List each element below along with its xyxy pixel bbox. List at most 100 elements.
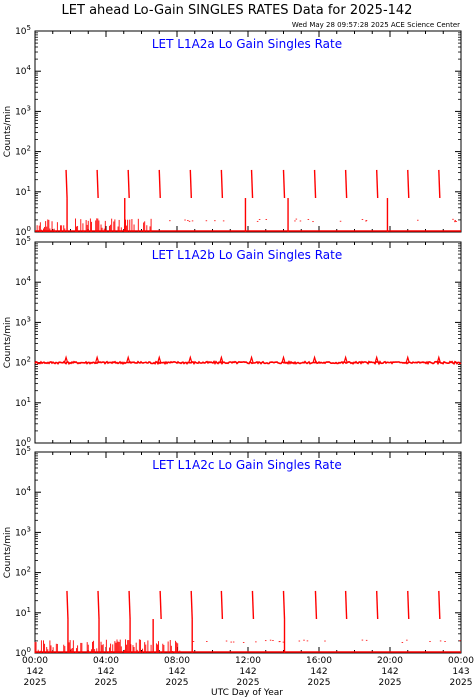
y-tick-label: 104: [15, 64, 31, 77]
y-tick-label: 105: [15, 24, 31, 37]
y-tick-exponent: 4: [27, 64, 32, 72]
data-spike: [375, 590, 379, 620]
generation-timestamp: Wed May 28 09:57:28 2025 ACE Science Cen…: [292, 21, 460, 29]
data-spike: [220, 169, 224, 199]
data-spike: [281, 355, 286, 363]
x-tick-year: 2025: [308, 678, 331, 688]
y-tick-label: 105: [15, 235, 31, 248]
y-tick-exponent: 1: [27, 606, 31, 614]
data-spike: [251, 590, 255, 620]
y-tick-label: 100: [15, 436, 31, 449]
y-tick-exponent: 4: [27, 275, 32, 283]
y-tick-base: 10: [15, 609, 27, 619]
x-tick-time: 20:00: [377, 656, 403, 666]
x-tick-time: 16:00: [306, 656, 332, 666]
y-tick-exponent: 2: [27, 145, 31, 153]
y-tick-exponent: 3: [27, 104, 31, 112]
data-spike: [95, 355, 100, 363]
panel-title: LET L1A2c Lo Gain Singles Rate: [152, 458, 342, 472]
y-tick-exponent: 2: [27, 566, 31, 574]
x-tick-time: 00:00: [448, 656, 474, 666]
y-tick-exponent: 0: [27, 436, 31, 444]
y-tick-base: 10: [15, 488, 27, 498]
y-tick-exponent: 4: [27, 485, 32, 493]
y-tick-base: 10: [15, 238, 27, 248]
y-tick-base: 10: [15, 359, 27, 369]
data-spike: [220, 590, 224, 620]
data-spike: [249, 355, 254, 363]
y-tick-base: 10: [15, 27, 27, 37]
y-tick-label: 104: [15, 485, 31, 498]
y-tick-base: 10: [15, 278, 27, 288]
x-tick-time: 12:00: [235, 656, 261, 666]
y-tick-base: 10: [15, 228, 27, 238]
data-spike: [96, 169, 99, 199]
x-tick-doy: 142: [26, 667, 43, 677]
data-spike: [313, 169, 317, 199]
data-series: [35, 169, 461, 232]
x-tick-doy: 142: [97, 667, 114, 677]
x-tick-year: 2025: [166, 678, 189, 688]
data-spike: [157, 355, 162, 363]
x-tick-doy: 142: [239, 667, 256, 677]
y-tick-label: 101: [15, 606, 31, 619]
data-spike: [374, 355, 379, 363]
x-tick-year: 2025: [95, 678, 118, 688]
x-tick-doy: 143: [452, 667, 469, 677]
x-tick-time: 00:00: [22, 656, 48, 666]
data-spike: [344, 169, 348, 199]
x-tick-year: 2025: [24, 678, 47, 688]
y-tick-exponent: 5: [27, 24, 31, 32]
y-axis-label: Counts/min: [3, 106, 13, 157]
x-tick-year: 2025: [379, 678, 402, 688]
y-tick-exponent: 1: [27, 185, 31, 193]
y-tick-label: 102: [15, 356, 31, 369]
data-spike: [65, 169, 68, 199]
y-tick-exponent: 5: [27, 235, 31, 243]
y-tick-label: 102: [15, 566, 31, 579]
data-spike: [128, 590, 131, 620]
y-tick-exponent: 3: [27, 315, 31, 323]
y-tick-exponent: 3: [27, 525, 31, 533]
data-spike: [250, 169, 254, 199]
data-spike: [438, 590, 441, 620]
baseline-trace: [34, 360, 462, 366]
data-spike: [312, 355, 317, 363]
x-tick-time: 08:00: [164, 656, 190, 666]
y-tick-base: 10: [15, 148, 27, 158]
y-tick-label: 100: [15, 646, 31, 659]
data-spike: [159, 590, 162, 620]
y-tick-exponent: 0: [27, 646, 31, 654]
y-tick-exponent: 0: [27, 225, 31, 233]
y-tick-label: 100: [15, 225, 31, 238]
x-tick-doy: 142: [168, 667, 185, 677]
data-spike: [343, 355, 348, 363]
panel-title: LET L1A2a Lo Gain Singles Rate: [152, 37, 342, 51]
data-spike: [436, 355, 441, 363]
y-tick-base: 10: [15, 188, 27, 198]
y-tick-exponent: 5: [27, 445, 31, 453]
y-tick-label: 101: [15, 185, 31, 198]
data-spike: [407, 590, 410, 620]
y-tick-label: 104: [15, 275, 31, 288]
y-tick-label: 101: [15, 396, 31, 409]
y-tick-base: 10: [15, 399, 27, 409]
y-tick-base: 10: [15, 67, 27, 77]
panel-title: LET L1A2b Lo Gain Singles Rate: [152, 248, 343, 262]
y-tick-base: 10: [15, 318, 27, 328]
data-spike: [407, 169, 410, 199]
y-tick-label: 103: [15, 104, 31, 117]
data-spike: [190, 590, 193, 620]
y-tick-label: 105: [15, 445, 31, 458]
y-tick-base: 10: [15, 107, 27, 117]
x-tick-time: 04:00: [93, 656, 119, 666]
data-spike: [158, 169, 161, 199]
